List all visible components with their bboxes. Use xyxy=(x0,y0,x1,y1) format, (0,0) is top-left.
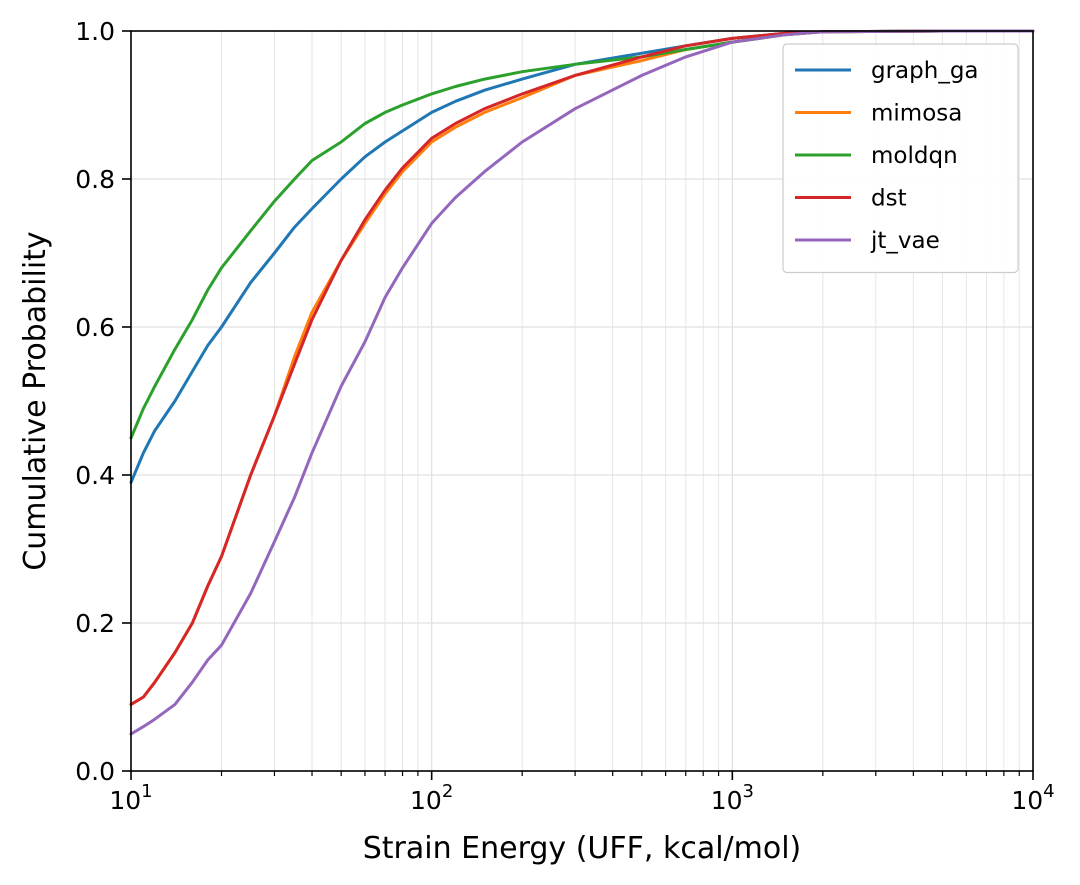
grid xyxy=(130,30,1034,772)
legend-label: graph_ga xyxy=(871,58,979,84)
y-tick-label: 1.0 xyxy=(75,17,115,46)
legend-box xyxy=(782,43,1019,274)
series-line-dst xyxy=(129,29,1035,706)
series-line-jt-vae xyxy=(129,29,1035,736)
x-axis-title: Strain Energy (UFF, kcal/mol) xyxy=(363,831,802,866)
series-lines xyxy=(129,29,1035,736)
legend-label: moldqn xyxy=(871,143,958,169)
x-tick-label: 104 xyxy=(1011,781,1054,815)
y-axis-title: Cumulative Probability xyxy=(18,231,53,570)
x-tick-label: 103 xyxy=(711,781,754,815)
legend-label: dst xyxy=(871,186,907,212)
y-tick-label: 0.4 xyxy=(75,461,115,490)
legend-label: mimosa xyxy=(871,101,962,127)
legend-label: jt_vae xyxy=(870,228,940,254)
y-tick-label: 0.8 xyxy=(75,165,115,194)
y-tick-label: 0.0 xyxy=(75,757,115,786)
y-tick-label: 0.2 xyxy=(75,609,115,638)
x-tick-label: 102 xyxy=(410,781,453,815)
x-tick-label: 101 xyxy=(109,781,152,815)
y-tick-label: 0.6 xyxy=(75,313,115,342)
axes: 101 102 103 104 0.0 0.2 0.4 0.6 0.8 1.0 xyxy=(75,17,1054,815)
plot-frame xyxy=(130,30,1034,772)
series-line-moldqn xyxy=(129,29,1035,440)
